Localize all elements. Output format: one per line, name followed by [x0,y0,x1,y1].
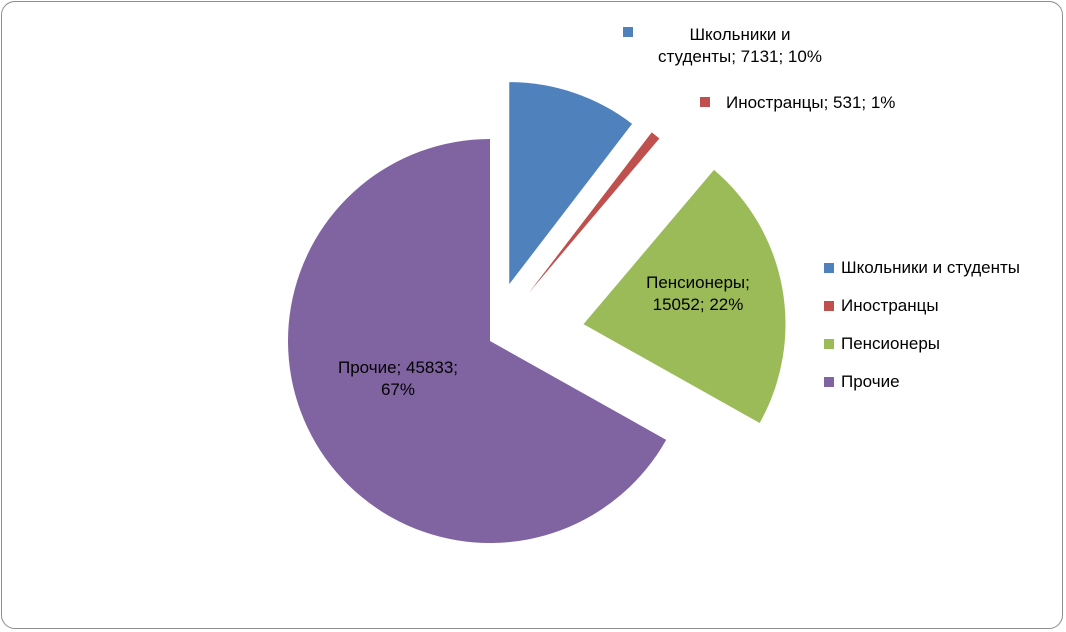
legend-label-foreigners: Иностранцы [841,296,939,315]
data-label-students: Школьники и студенты; 7131; 10% [658,24,822,68]
legend-swatch-others [824,377,834,387]
data-label-others: Прочие; 45833; 67% [338,357,458,401]
pie-slice-foreigners [528,132,660,293]
data-label-others-line2: 67% [380,380,416,399]
data-label-students-line1: Школьники и [689,25,791,44]
pie-slice-others [288,139,667,543]
data-label-students-line2: студенты; 7131; 10% [658,47,822,66]
chart-legend: Школьники и студенты Иностранцы Пенсионе… [824,249,1020,401]
legend-swatch-foreigners [824,301,834,311]
data-label-students-key [623,27,633,37]
data-label-pensioners-line2: 15052; 22% [652,295,744,314]
pie-slice-pensioners [583,169,786,423]
data-label-others-line1: Прочие; 45833; [337,358,459,377]
legend-label-students: Школьники и студенты [841,258,1021,277]
data-label-foreigners-key [700,97,710,107]
legend-label-others: Прочие [841,372,900,391]
legend-entry-pensioners: Пенсионеры [824,325,1020,363]
legend-entry-others: Прочие [824,363,1020,401]
legend-swatch-pensioners [824,339,834,349]
data-label-foreigners-line1: Иностранцы; 531; 1% [726,93,896,112]
pie-slice-students [509,82,633,285]
legend-entry-foreigners: Иностранцы [824,287,1020,325]
data-label-foreigners: Иностранцы; 531; 1% [726,92,895,114]
legend-entry-students: Школьники и студенты [824,249,1020,287]
legend-label-pensioners: Пенсионеры [841,334,941,353]
legend-swatch-students [824,263,834,273]
data-label-pensioners-line1: Пенсионеры; [646,273,750,292]
data-label-pensioners: Пенсионеры; 15052; 22% [646,272,750,316]
